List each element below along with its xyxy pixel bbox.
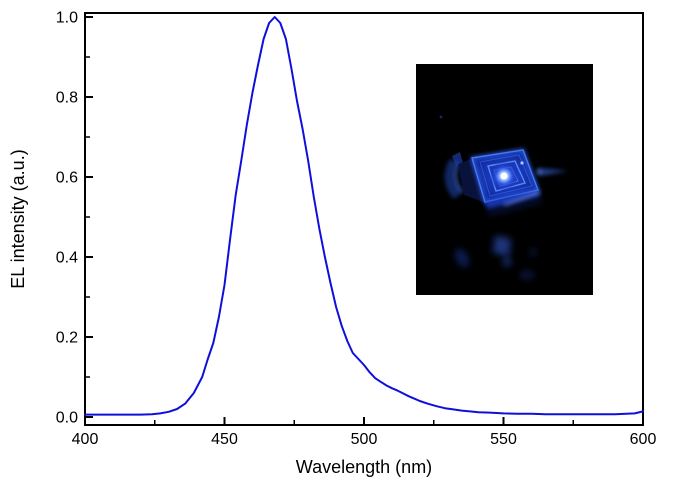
y-tick-label: 0.4 <box>56 250 78 267</box>
y-tick-label: 0.6 <box>56 170 78 187</box>
led-photo-graphic <box>416 64 593 295</box>
x-tick-label: 500 <box>351 431 378 448</box>
chip-bottom-facet <box>485 190 542 216</box>
y-tick-label: 0.2 <box>56 330 78 347</box>
y-axis-label: EL intensity (a.u.) <box>8 149 28 288</box>
y-tick-label: 0.8 <box>56 90 78 107</box>
curve-layer <box>84 16 644 416</box>
y-tick-label: 0.0 <box>56 410 78 427</box>
device-photo-inset <box>416 64 593 295</box>
probe-needle <box>536 168 568 176</box>
x-tick-label: 550 <box>490 431 517 448</box>
contact-dot <box>520 161 524 165</box>
y-tick-label: 1.0 <box>56 10 78 27</box>
x-tick-label: 600 <box>630 431 657 448</box>
axis-ticks: 400 450 500 550 600 0.0 0.2 0.4 0.6 0.8 1.0 <box>56 10 657 449</box>
table-reflections <box>454 235 537 280</box>
el-spectrum-curve <box>84 16 644 416</box>
chip-side-face <box>458 158 486 203</box>
x-tick-label: 450 <box>211 431 238 448</box>
led-chip <box>470 148 540 204</box>
clamp-arm <box>444 152 463 199</box>
plot-frame <box>84 12 644 426</box>
dust-speck <box>439 115 443 119</box>
x-axis-label: Wavelength (nm) <box>296 457 432 477</box>
x-tick-label: 400 <box>72 431 99 448</box>
emission-core <box>500 172 508 180</box>
